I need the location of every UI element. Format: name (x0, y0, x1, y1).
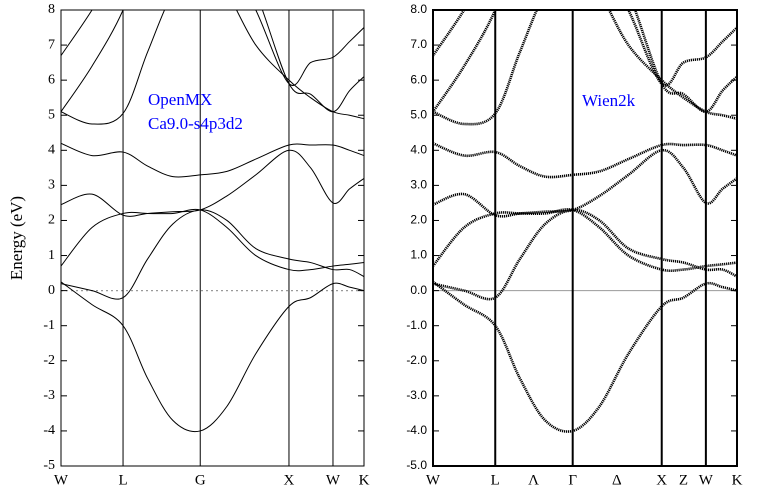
x-tick-label: Γ (568, 472, 577, 488)
y-tick-label: 2 (48, 213, 55, 228)
y-tick-label: 8.0 (410, 2, 427, 16)
band-line (61, 149, 364, 217)
band-line (61, 142, 364, 178)
y-tick-label: 0 (48, 283, 55, 298)
y-tick-label: -4.0 (406, 423, 427, 437)
y-tick-label: 3 (48, 178, 55, 193)
y-tick-label: -3.0 (406, 388, 427, 402)
y-tick-label: 5.0 (410, 107, 427, 121)
band-line (433, 208, 737, 273)
plot-area (433, 10, 737, 466)
band-line (61, 209, 364, 300)
x-tick-label: L (118, 472, 127, 488)
x-tick-label: W (699, 472, 714, 488)
x-tick-label: W (426, 472, 441, 488)
y-axis-label: Energy (eV) (7, 196, 26, 280)
x-tick-label: X (284, 472, 295, 488)
x-tick-label: Λ (528, 472, 539, 488)
y-tick-label: 6 (48, 72, 55, 87)
x-tick-label: Z (679, 472, 688, 488)
annotation: OpenMX (148, 90, 212, 109)
y-tick-label: 4.0 (410, 142, 427, 156)
y-tick-label: 1 (48, 248, 55, 263)
band-line (61, 10, 364, 86)
band-line (61, 10, 364, 113)
x-tick-label: W (326, 472, 341, 488)
band-line (61, 10, 364, 125)
plot-frame (60, 9, 365, 467)
band-line (433, 280, 737, 433)
x-tick-label: W (54, 472, 69, 488)
plot-frame (432, 9, 738, 467)
band-line (433, 208, 737, 301)
y-tick-label: 2.0 (410, 213, 427, 227)
y-tick-label: -5.0 (406, 458, 427, 472)
band-line (61, 208, 364, 272)
x-tick-label: K (732, 472, 743, 488)
band-line (433, 149, 737, 218)
x-tick-label: G (195, 472, 206, 488)
plot-area (61, 10, 364, 466)
y-tick-label: -5 (43, 458, 55, 473)
annotation: Ca9.0-s4p3d2 (148, 114, 243, 133)
x-tick-label: X (656, 472, 667, 488)
y-tick-label: 0.0 (410, 283, 427, 297)
y-tick-label: 6.0 (410, 72, 427, 86)
x-tick-label: K (359, 472, 370, 488)
annotation: Wien2k (582, 91, 636, 110)
y-tick-label: -2 (43, 353, 55, 368)
y-tick-label: 4 (48, 143, 55, 158)
band-line (61, 281, 364, 433)
y-tick-label: 5 (48, 107, 55, 122)
band-line (433, 142, 737, 179)
band-line (433, 10, 737, 114)
y-tick-label: -3 (43, 388, 55, 403)
y-tick-label: -1 (43, 318, 55, 333)
y-tick-label: 7.0 (410, 37, 427, 51)
y-tick-label: 8 (48, 2, 55, 17)
y-tick-label: 3.0 (410, 178, 427, 192)
y-tick-label: 7 (48, 37, 55, 52)
x-tick-label: L (491, 472, 500, 488)
y-tick-label: -2.0 (406, 353, 427, 367)
band-line (433, 10, 737, 126)
y-tick-label: 1.0 (410, 248, 427, 262)
y-tick-label: -4 (43, 423, 55, 438)
y-tick-label: -1.0 (406, 318, 427, 332)
band-line (433, 10, 737, 87)
x-tick-label: Δ (612, 472, 622, 488)
